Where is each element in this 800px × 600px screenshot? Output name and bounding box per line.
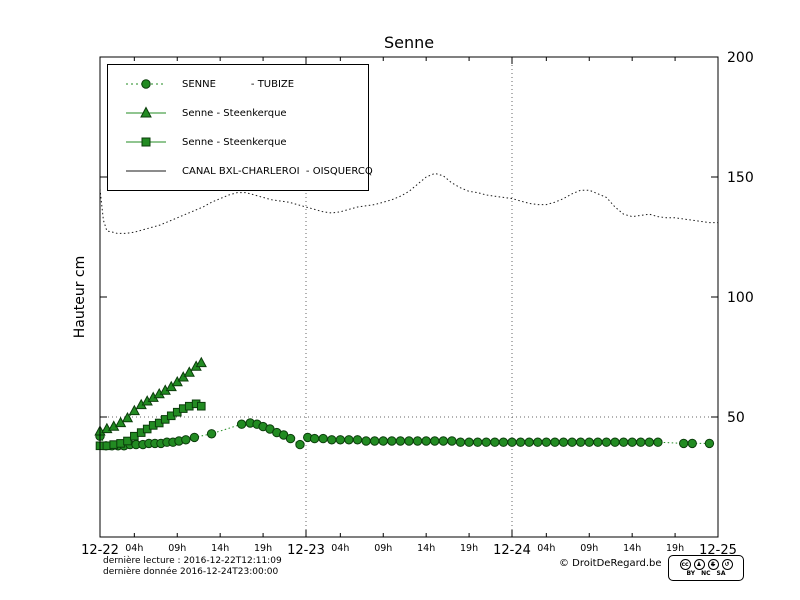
legend: SENNE - TUBIZE Senne - Steenkerque Senne… [107, 64, 373, 191]
y-tick-label: 50 [727, 410, 745, 426]
legend-item-tubize: SENNE - TUBIZE [124, 77, 368, 91]
footer-notes: dernière lecture : 2016-12-22T12:11:09 d… [103, 556, 282, 577]
x-hour-tick-label: 19h [460, 543, 478, 554]
legend-label-tubize: SENNE - TUBIZE [182, 78, 295, 90]
legend-item-steenkerque-2: Senne - Steenkerque [124, 135, 368, 149]
cc-sa-icon: ↺ [721, 559, 733, 570]
last-data-text: dernière donnée 2016-12-24T23:00:00 [103, 566, 279, 577]
legend-label-steenkerque-1: Senne - Steenkerque [182, 107, 287, 119]
y-axis-label: Hauteur cm [72, 255, 88, 339]
chart-title: Senne [383, 33, 435, 52]
cc-nc-icon: $ [707, 559, 719, 570]
copyright-text: © DroitDeRegard.be [559, 558, 662, 569]
legend-item-steenkerque-1: Senne - Steenkerque [124, 106, 368, 120]
cc-sa-label: SA [716, 570, 726, 577]
x-day-tick-label: 12-23 [287, 543, 325, 558]
x-hour-tick-label: 19h [666, 543, 684, 554]
axis-ticks: 12-22 12-23 12-24 12-25 04h 09h 14h 19h 04h 09h 14… [81, 50, 754, 558]
last-reading-text: dernière lecture : 2016-12-22T12:11:09 [103, 556, 282, 566]
x-day-tick-label: 12-25 [699, 543, 737, 558]
triangle-marker-icon [126, 106, 166, 118]
cc-nc-label: NC [701, 570, 711, 577]
x-day-tick-label: 12-22 [81, 543, 119, 558]
x-hour-tick-label: 09h [374, 543, 392, 554]
series-canal-line [99, 172, 718, 234]
x-hour-tick-label: 14h [211, 543, 229, 554]
x-hour-tick-label: 19h [254, 543, 272, 554]
x-hour-tick-label: 04h [125, 543, 143, 554]
y-tick-label: 100 [727, 290, 754, 306]
line-marker-icon [126, 170, 166, 172]
y-tick-label: 150 [727, 170, 754, 186]
legend-label-canal: CANAL BXL-CHARLEROI - OISQUERCQ [182, 165, 373, 177]
x-hour-tick-label: 09h [580, 543, 598, 554]
cc-icon: cc [679, 559, 691, 570]
x-hour-tick-label: 04h [537, 543, 555, 554]
y-tick-label: 200 [727, 50, 754, 66]
cc-by-label: BY [686, 570, 696, 577]
cc-license-letters: BY NC SA [687, 571, 726, 577]
cc-license-icons: cc ♟ $ ↺ [679, 559, 733, 570]
legend-label-steenkerque-2: Senne - Steenkerque [182, 136, 287, 148]
x-hour-tick-label: 09h [168, 543, 186, 554]
series-tubize-circles [95, 418, 715, 451]
series-steenkerque-squares [95, 399, 206, 451]
cc-by-icon: ♟ [693, 559, 705, 570]
circle-marker-icon [126, 79, 166, 89]
series-steenkerque-triangles [94, 356, 207, 436]
square-marker-icon [126, 137, 166, 147]
x-hour-tick-label: 14h [623, 543, 641, 554]
x-hour-tick-label: 14h [417, 543, 435, 554]
x-hour-tick-label: 04h [331, 543, 349, 554]
legend-item-canal: CANAL BXL-CHARLEROI - OISQUERCQ [124, 164, 373, 178]
cc-license-badge[interactable]: cc ♟ $ ↺ BY NC SA [668, 555, 744, 581]
x-day-tick-label: 12-24 [493, 543, 531, 558]
